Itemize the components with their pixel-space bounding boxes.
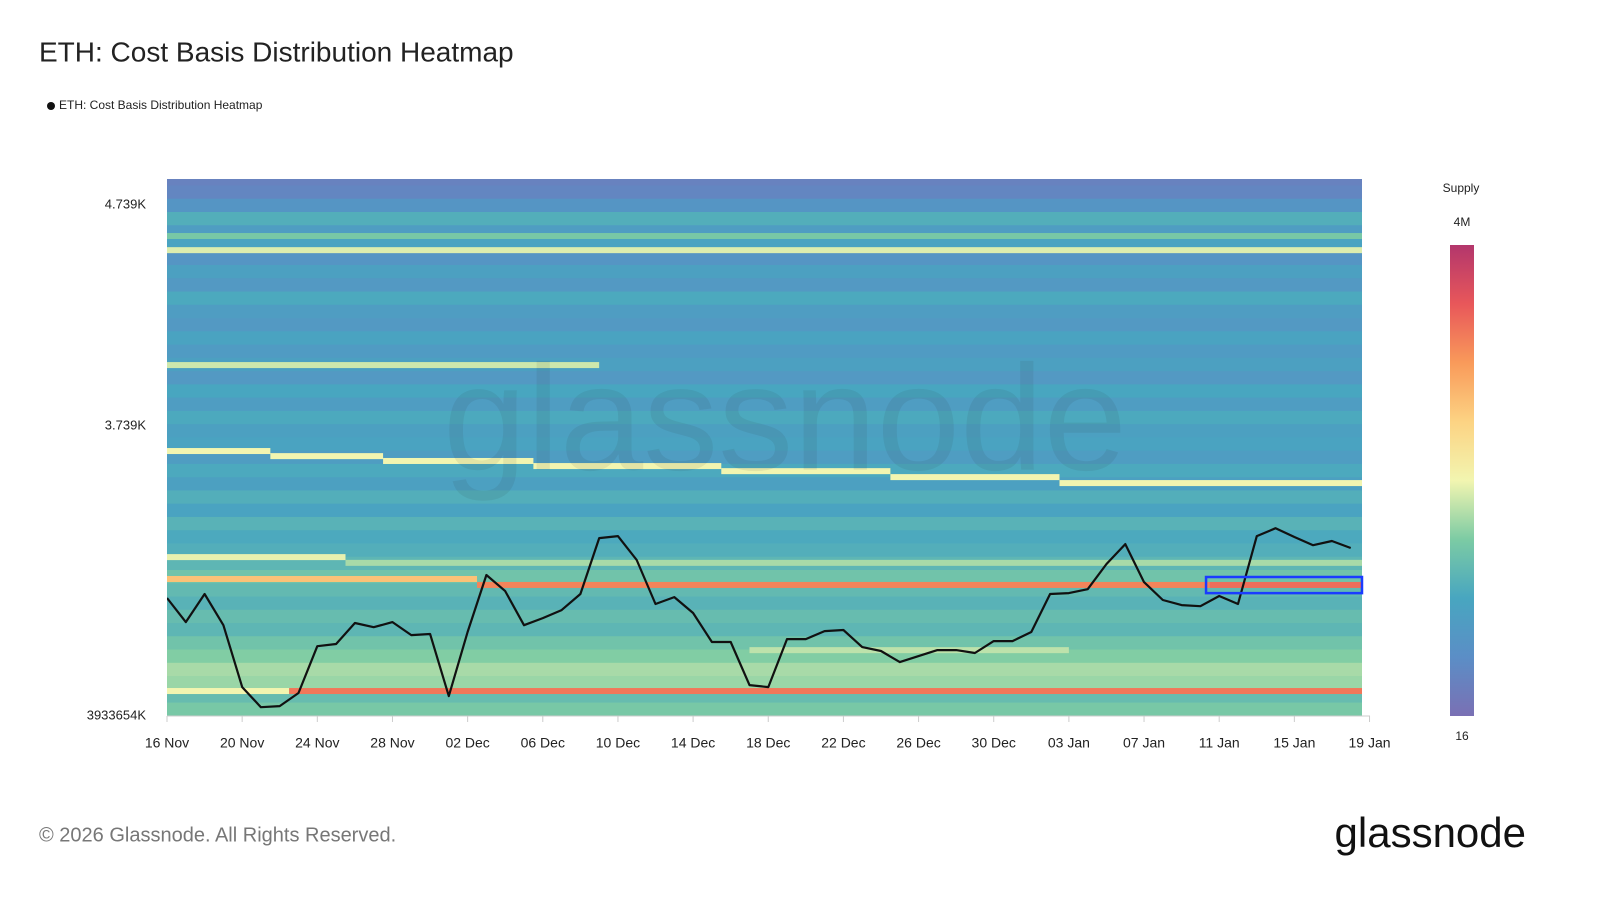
x-tick-label: 22 Dec — [821, 735, 865, 751]
x-tick-label: 03 Jan — [1048, 735, 1090, 751]
heatmap-streak — [383, 457, 534, 464]
plot-area — [167, 179, 1362, 716]
heatmap-cell — [167, 370, 1362, 385]
heatmap-streak — [721, 468, 891, 475]
heatmap-cell — [167, 662, 1362, 677]
heatmap-cell — [167, 383, 1362, 398]
y-tick-label: 3.739K — [105, 418, 147, 433]
heatmap-streak — [1059, 480, 1362, 487]
heatmap-cell — [167, 277, 1362, 292]
heatmap-streak — [345, 559, 1362, 566]
heatmap-cell — [167, 317, 1362, 332]
x-tick-label: 11 Jan — [1199, 735, 1240, 751]
heatmap-streak — [1209, 581, 1362, 588]
heatmap-cell — [167, 410, 1362, 425]
heatmap-cell — [167, 596, 1362, 610]
heatmap-cell — [167, 179, 1362, 186]
x-tick-label: 18 Dec — [746, 735, 790, 751]
heatmap-streak — [749, 647, 1069, 654]
heatmap-cell — [167, 330, 1362, 345]
x-tick-label: 30 Dec — [972, 735, 1016, 751]
heatmap-cell — [167, 436, 1362, 451]
heatmap-streak — [533, 463, 722, 470]
heatmap-cell — [167, 344, 1362, 358]
heatmap-cell — [167, 503, 1362, 517]
x-tick-label: 15 Jan — [1273, 735, 1315, 751]
heatmap-cell — [167, 291, 1362, 305]
x-tick-label: 26 Dec — [896, 735, 940, 751]
y-min-label: 3933654K — [87, 707, 147, 722]
heatmap-streak — [167, 575, 478, 582]
heatmap-streak — [167, 688, 290, 695]
legend-label: ETH: Cost Basis Distribution Heatmap — [59, 98, 263, 112]
heatmap-cell — [167, 542, 1362, 557]
x-tick-label: 20 Nov — [220, 735, 264, 751]
colorbar-tick-label: 16 — [1455, 729, 1469, 743]
x-tick-label: 07 Jan — [1123, 735, 1165, 751]
heatmap-cell — [167, 675, 1362, 690]
logo: glassnode — [1335, 809, 1526, 856]
heatmap-streak — [167, 448, 271, 455]
x-tick-label: 24 Nov — [295, 735, 339, 751]
heatmap-streak — [270, 453, 384, 460]
heatmap-streak — [289, 688, 1362, 695]
x-tick-label: 14 Dec — [671, 735, 715, 751]
heatmap-cell — [167, 489, 1362, 504]
y-tick-label: 4.739K — [105, 197, 147, 212]
heatmap-cell — [167, 304, 1362, 319]
heatmap-cell — [167, 516, 1362, 531]
chart-title: ETH: Cost Basis Distribution Heatmap — [39, 36, 514, 67]
heatmap-cell — [167, 529, 1362, 544]
heatmap-cell — [167, 251, 1362, 266]
colorbar — [1450, 245, 1474, 716]
heatmap-streak — [167, 233, 1362, 240]
heatmap-cell — [167, 702, 1362, 716]
heatmap-cell — [167, 264, 1362, 279]
heatmap-streak — [167, 362, 600, 369]
footer: © 2026 Glassnode. All Rights Reserved. — [39, 824, 396, 846]
x-tick-label: 02 Dec — [445, 735, 489, 751]
x-tick-label: 10 Dec — [596, 735, 640, 751]
price-line — [167, 527, 1352, 709]
heatmap-cell — [167, 609, 1362, 624]
heatmap-cell — [167, 211, 1362, 226]
watermark: glassnode — [443, 334, 1127, 502]
heatmap-streak — [890, 474, 1060, 481]
highlight-box — [1204, 575, 1364, 595]
heatmap-cell — [167, 198, 1362, 212]
x-tick-label: 19 Jan — [1348, 735, 1390, 751]
heatmap-cell — [167, 622, 1362, 637]
heatmap-cell — [167, 423, 1362, 438]
heatmap-streak — [477, 581, 1210, 588]
x-tick-label: 28 Nov — [370, 735, 414, 751]
x-tick-label: 06 Dec — [521, 735, 565, 751]
colorbar-title: Supply — [1443, 181, 1480, 195]
heatmap-cell — [167, 397, 1362, 411]
x-tick-label: 16 Nov — [145, 735, 189, 751]
colorbar-tick-label: 4M — [1454, 215, 1471, 229]
legend-marker — [47, 102, 55, 110]
heatmap-streak — [167, 247, 1362, 254]
heatmap-streak — [167, 554, 346, 561]
heatmap-cell — [167, 184, 1362, 199]
